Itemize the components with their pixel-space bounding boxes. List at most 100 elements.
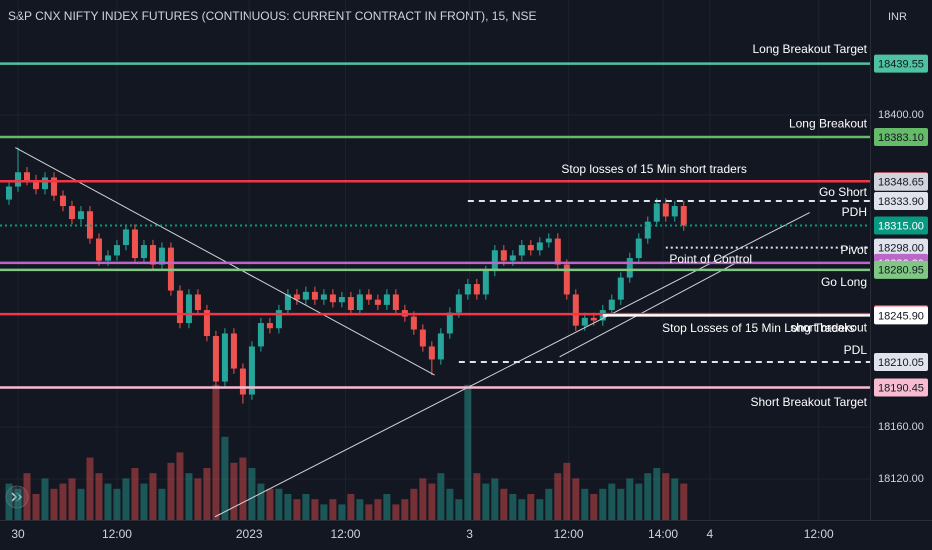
- y-tick-label: 18160.00: [878, 421, 924, 433]
- candle-body: [50, 177, 57, 196]
- price-label-box: [874, 191, 928, 210]
- volume-bar: [41, 478, 49, 520]
- volume-bar: [50, 488, 58, 520]
- candle-body: [221, 333, 228, 382]
- volume-bar: [374, 499, 382, 520]
- volume-bar: [383, 494, 391, 520]
- price-label-box: [874, 352, 928, 371]
- price-label-box: [874, 306, 928, 325]
- x-tick-label: 12:00: [330, 527, 360, 541]
- volume-bar: [617, 488, 625, 520]
- candle-body: [41, 177, 48, 190]
- price-label-box: [874, 238, 928, 257]
- candle-body: [23, 172, 30, 181]
- price-label-box: [874, 172, 928, 191]
- candle-body: [527, 245, 534, 251]
- candle-body: [419, 329, 426, 347]
- annotation: Pivot: [840, 243, 867, 257]
- price-label-box: [874, 378, 928, 397]
- volume-bar: [509, 494, 517, 520]
- volume-bar: [590, 494, 598, 520]
- candle-body: [113, 245, 120, 256]
- volume-bar: [608, 483, 616, 520]
- volume-bar: [194, 478, 202, 520]
- candle-body: [293, 294, 300, 300]
- candle-body: [68, 206, 75, 220]
- candle-body: [509, 255, 516, 261]
- y-tick-label: 18400.00: [878, 109, 924, 121]
- volume-bar: [122, 478, 130, 520]
- volume-bar: [32, 494, 40, 520]
- volume-bar: [95, 473, 103, 520]
- volume-bar: [113, 488, 121, 520]
- volume-bar: [635, 483, 643, 520]
- volume-bar: [338, 504, 346, 520]
- volume-bar: [5, 483, 13, 520]
- annotation: Stop Losses of 15 Min Long Traders: [662, 321, 855, 335]
- price-label: 18439.55: [878, 59, 924, 71]
- candle-body: [482, 271, 489, 295]
- volume-bar: [581, 488, 589, 520]
- volume-bar: [257, 483, 265, 520]
- candle-body: [491, 250, 498, 272]
- candle-body: [320, 294, 327, 300]
- volume-bar: [248, 468, 256, 520]
- candle-body: [635, 238, 642, 259]
- volume-bar: [356, 499, 364, 520]
- x-tick-label: 12:00: [102, 527, 132, 541]
- candle-body: [590, 317, 597, 321]
- price-label: 18383.10: [878, 132, 924, 144]
- volume-bar: [167, 462, 175, 520]
- currency: INR: [888, 11, 907, 23]
- volume-bar: [320, 504, 328, 520]
- candle-body: [212, 336, 219, 382]
- volume-bar: [446, 488, 454, 520]
- candle-body: [194, 294, 201, 311]
- trendline: [559, 261, 738, 358]
- candle-body: [572, 294, 579, 326]
- volume-bar: [545, 488, 553, 520]
- candle-body: [410, 316, 417, 330]
- candle-body: [617, 277, 624, 300]
- volume-bar: [527, 494, 535, 520]
- candle-body: [662, 203, 669, 217]
- volume-bar: [212, 384, 220, 520]
- volume-bar: [599, 488, 607, 520]
- annotation: Stop losses of 15 Min short traders: [561, 162, 746, 176]
- volume-bar: [230, 462, 238, 520]
- candle-body: [347, 297, 354, 311]
- volume-bar: [671, 478, 679, 520]
- price-label-box: [874, 216, 928, 235]
- price-label-box: [874, 260, 928, 279]
- candle-body: [77, 211, 84, 220]
- volume-bar: [680, 483, 688, 520]
- candle-body: [131, 229, 138, 259]
- candle-body: [383, 294, 390, 305]
- volume-bar: [140, 483, 148, 520]
- annotation: PDL: [844, 343, 868, 357]
- candle-body: [608, 299, 615, 311]
- price-label: 18333.90: [878, 196, 924, 208]
- candle-body: [95, 238, 102, 261]
- candle-body: [203, 310, 210, 337]
- x-tick-label: 14:00: [648, 527, 678, 541]
- x-tick-label: 4: [707, 527, 714, 541]
- price-label: 18190.45: [878, 382, 924, 394]
- volume-bar: [284, 494, 292, 520]
- volume-bar: [392, 504, 400, 520]
- volume-bar: [293, 499, 301, 520]
- volume-bar: [104, 483, 112, 520]
- volume-bar: [302, 494, 310, 520]
- volume-bar: [626, 478, 634, 520]
- candle-body: [239, 368, 246, 395]
- candle-body: [122, 229, 129, 246]
- candle-body: [446, 312, 453, 334]
- volume-bar: [59, 483, 67, 520]
- price-label: 18210.05: [878, 357, 924, 369]
- candle-body: [104, 255, 111, 261]
- candle-body: [554, 238, 561, 265]
- candle-body: [545, 238, 552, 243]
- candle-body: [653, 203, 660, 222]
